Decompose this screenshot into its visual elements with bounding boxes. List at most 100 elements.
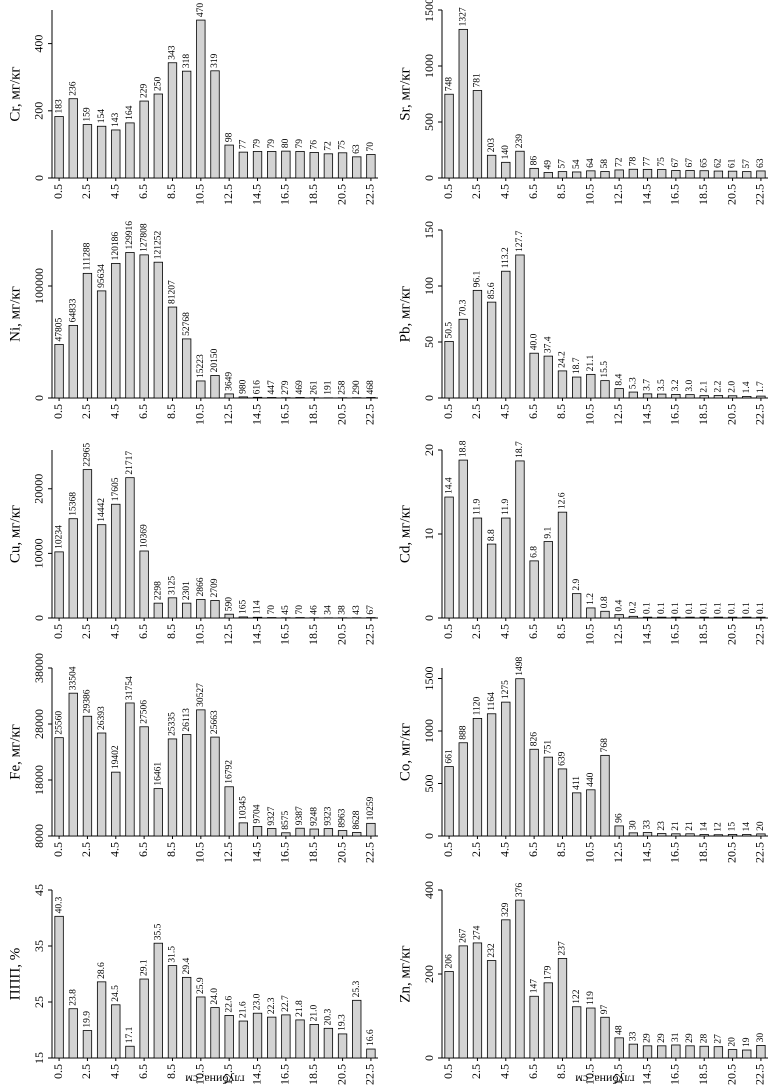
- bar: [111, 129, 121, 179]
- value-label: 237: [558, 941, 568, 956]
- value-label: 21.0: [309, 1005, 319, 1022]
- value-label: 120186: [111, 232, 121, 261]
- value-label: 98: [224, 132, 234, 142]
- bar: [210, 1007, 220, 1059]
- bar: [181, 734, 192, 837]
- bar: [267, 151, 277, 179]
- bar: [323, 1027, 334, 1059]
- y-tick-label: 28000: [32, 709, 46, 739]
- value-label: 79: [253, 139, 263, 149]
- bar: [309, 1024, 319, 1059]
- bar: [181, 976, 192, 1059]
- value-label: 23.0: [253, 993, 263, 1010]
- bar: [196, 380, 206, 399]
- value-label: 25.9: [196, 977, 206, 994]
- y-tick-label: 10: [422, 528, 436, 540]
- value-label: 114: [253, 600, 263, 614]
- x-tick-label: 6.5: [526, 404, 540, 419]
- bar: [614, 825, 624, 837]
- bar: [196, 709, 206, 837]
- value-label: 63: [756, 158, 766, 168]
- value-label: 25663: [210, 710, 220, 734]
- bar: [366, 154, 376, 179]
- value-label: 2301: [182, 581, 192, 600]
- bar: [727, 616, 738, 619]
- x-tick-label: 22.5: [753, 842, 767, 863]
- bar: [224, 786, 234, 837]
- value-label: 2298: [153, 581, 163, 600]
- bar: [139, 254, 149, 399]
- x-tick-label: 20.5: [724, 404, 738, 425]
- x-tick-label: 10.5: [583, 404, 597, 425]
- value-label: 318: [182, 54, 192, 69]
- bar: [472, 90, 483, 179]
- value-label: 2.2: [714, 380, 724, 392]
- bar: [224, 613, 234, 619]
- x-tick-label: 14.5: [639, 842, 653, 863]
- x-tick-label: 22.5: [753, 184, 767, 205]
- bar: [323, 828, 334, 837]
- bar: [614, 1037, 624, 1059]
- bar: [543, 756, 553, 837]
- value-label: 232: [487, 943, 497, 958]
- x-tick-label: 2.5: [79, 404, 93, 419]
- value-label: 70: [267, 605, 277, 615]
- value-label: 67: [671, 158, 681, 168]
- bar: [685, 170, 695, 179]
- value-label: 616: [253, 380, 263, 395]
- value-label: 86: [529, 156, 539, 166]
- bar: [458, 945, 468, 1059]
- value-label: 127.7: [515, 230, 525, 252]
- value-label: 17.1: [125, 1026, 135, 1043]
- value-label: 0.2: [629, 601, 639, 613]
- bar: [614, 388, 624, 399]
- x-tick-label: 22.5: [363, 624, 377, 645]
- bar: [727, 1049, 738, 1059]
- bar: [586, 1007, 596, 1059]
- value-label: 48: [614, 1025, 624, 1035]
- bar: [727, 170, 738, 179]
- bar: [713, 834, 724, 837]
- bar: [366, 397, 376, 399]
- bar: [501, 270, 511, 399]
- value-label: 10234: [54, 525, 64, 549]
- bar: [295, 151, 305, 179]
- bar: [139, 100, 149, 179]
- value-label: 1.4: [742, 381, 752, 393]
- value-label: 20150: [210, 348, 220, 372]
- x-tick-label: 0.5: [51, 624, 65, 639]
- x-tick-label: 4.5: [108, 404, 122, 419]
- bar: [486, 960, 497, 1059]
- bar: [501, 161, 511, 179]
- y-tick-label: 25: [32, 996, 46, 1008]
- value-label: 447: [267, 380, 277, 395]
- value-label: 206: [444, 954, 454, 969]
- bar: [238, 396, 249, 399]
- bar: [756, 1045, 766, 1059]
- value-label: 21.8: [295, 1000, 305, 1017]
- x-tick-label: 10.5: [193, 842, 207, 863]
- bar: [642, 832, 653, 837]
- bar: [111, 1004, 121, 1059]
- y-tick-label: 45: [32, 884, 46, 896]
- value-label: 1.7: [756, 381, 766, 393]
- value-label: 0.1: [728, 602, 738, 614]
- bar: [628, 391, 638, 399]
- value-label: 143: [111, 112, 121, 127]
- bar: [224, 1015, 234, 1059]
- value-label: 95634: [97, 264, 107, 288]
- bar: [642, 1045, 653, 1059]
- value-label: 8.8: [487, 529, 497, 541]
- x-tick-label: 8.5: [164, 184, 178, 199]
- y-tick-label: 20: [422, 444, 436, 456]
- value-label: 5.3: [629, 377, 639, 389]
- bar: [472, 718, 483, 837]
- y-axis-label: Co, мг/кг: [397, 723, 413, 781]
- bar: [543, 355, 553, 399]
- bar: [543, 541, 553, 619]
- y-tick-label: 1000: [422, 54, 436, 78]
- value-label: 25335: [168, 712, 178, 736]
- bar: [181, 70, 192, 179]
- y-axis-label: ППП, %: [7, 948, 23, 1001]
- value-label: 14: [699, 822, 709, 832]
